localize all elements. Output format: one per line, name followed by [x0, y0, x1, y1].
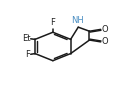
- Text: F: F: [25, 50, 30, 59]
- Text: O: O: [101, 37, 108, 46]
- Text: Et: Et: [22, 34, 30, 43]
- Text: O: O: [101, 25, 108, 34]
- Text: NH: NH: [71, 16, 84, 25]
- Text: F: F: [50, 18, 55, 27]
